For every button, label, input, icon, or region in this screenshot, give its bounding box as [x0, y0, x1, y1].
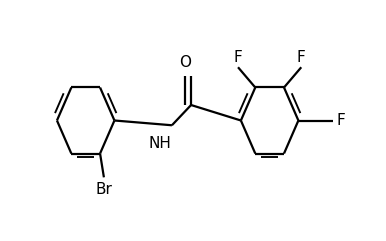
Text: O: O: [179, 55, 191, 70]
Text: NH: NH: [149, 136, 172, 151]
Text: F: F: [337, 113, 345, 128]
Text: Br: Br: [95, 182, 112, 197]
Text: F: F: [297, 50, 306, 65]
Text: F: F: [234, 50, 242, 65]
